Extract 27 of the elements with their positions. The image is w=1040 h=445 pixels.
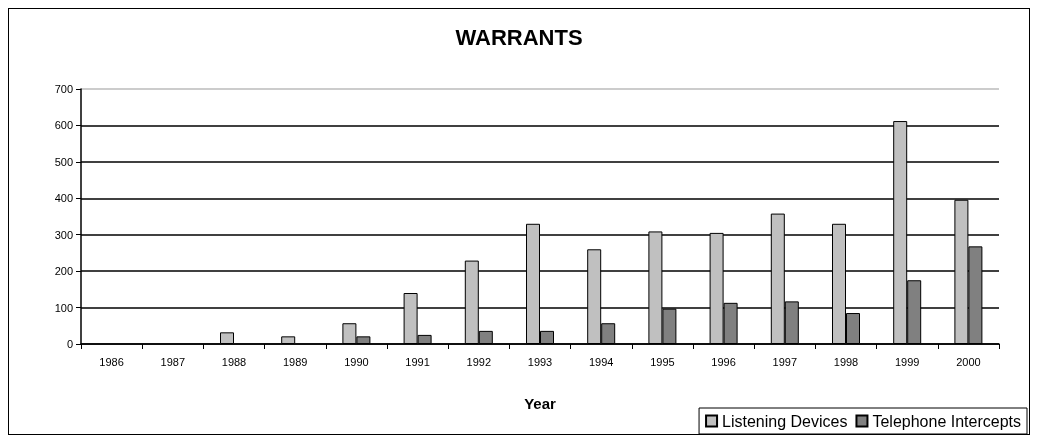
x-axis-title: Year (524, 395, 557, 412)
chart-title: WARRANTS (455, 24, 583, 50)
x-tick-label: 1986 (99, 355, 124, 368)
x-tick-label: 1996 (711, 355, 736, 368)
y-tick-label: 0 (66, 338, 73, 350)
legend-label: Listening Devices (722, 412, 848, 430)
y-tick-label: 500 (54, 155, 73, 168)
x-tick-label: 1995 (650, 355, 675, 368)
y-tick-label: 600 (54, 119, 73, 132)
x-tick-label: 2000 (956, 355, 981, 368)
y-tick-label: 100 (54, 301, 73, 314)
y-tick-label: 700 (54, 83, 73, 95)
x-tick-label: 1990 (344, 355, 369, 368)
y-tick-label: 300 (54, 228, 73, 241)
x-tick-label: 1988 (221, 355, 247, 368)
x-tick-label: 1987 (160, 355, 186, 368)
x-tick-label: 1998 (833, 355, 859, 368)
x-tick-label: 1999 (894, 355, 920, 368)
x-tick-label: 1991 (405, 355, 430, 368)
y-tick-label: 400 (54, 192, 73, 205)
x-tick-label: 1994 (588, 355, 614, 368)
x-tick-label: 1989 (282, 355, 308, 368)
x-tick-label: 1993 (527, 355, 553, 368)
y-tick-label: 200 (54, 265, 73, 278)
x-tick-label: 1997 (772, 355, 798, 368)
x-tick-label: 1992 (466, 355, 492, 368)
legend-label: Telephone Intercepts (872, 412, 1021, 430)
